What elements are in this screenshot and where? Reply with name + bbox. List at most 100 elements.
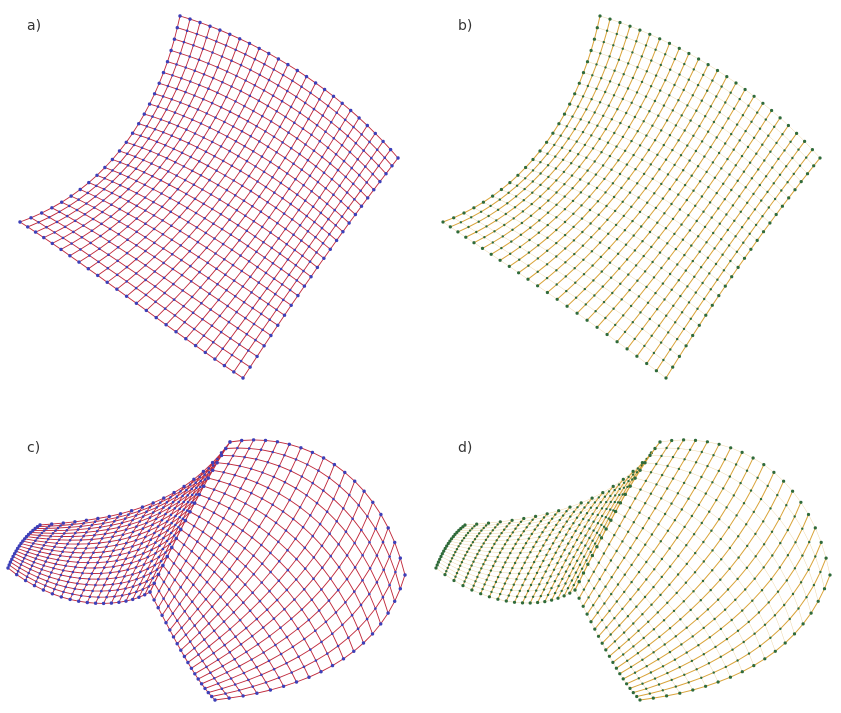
mesh-node (92, 551, 95, 554)
mesh-node (581, 130, 585, 134)
mesh-node (593, 294, 596, 297)
mesh-node (472, 584, 475, 587)
mesh-node (185, 192, 188, 196)
mesh-node (341, 623, 344, 627)
mesh-node (788, 617, 791, 621)
mesh-node (644, 479, 647, 483)
mesh-node (182, 304, 185, 308)
mesh-node (144, 209, 147, 212)
mesh-node (481, 200, 485, 204)
mesh-node (312, 149, 316, 152)
mesh-node (662, 619, 666, 622)
mesh-node (155, 506, 159, 509)
mesh-node (524, 578, 527, 581)
mesh-node (697, 57, 701, 61)
mesh-node (23, 537, 27, 541)
mesh-node (228, 506, 231, 510)
mesh-node (621, 493, 624, 496)
mesh-node (251, 591, 254, 594)
mesh-node (503, 528, 506, 531)
mesh-node (578, 563, 582, 566)
mesh-node (547, 199, 550, 202)
mesh-node (504, 561, 507, 564)
mesh-node (269, 231, 272, 234)
mesh-node (649, 471, 653, 474)
mesh-node (171, 252, 174, 256)
mesh-node (588, 527, 591, 530)
mesh-node (204, 598, 208, 601)
mesh-node (572, 212, 575, 215)
mesh-node (321, 114, 325, 117)
mesh-node (591, 512, 594, 516)
mesh-node (786, 528, 789, 532)
mesh-node (146, 567, 149, 571)
mesh-node (201, 659, 204, 663)
mesh-node (459, 221, 463, 224)
mesh-node (664, 227, 668, 230)
mesh-node (179, 527, 183, 532)
mesh-node (307, 245, 311, 248)
mesh-node (137, 509, 141, 513)
mesh-node (305, 494, 308, 497)
mesh-node (654, 206, 658, 210)
mesh-node (480, 246, 485, 250)
mesh-node (772, 470, 776, 474)
mesh-node (332, 137, 336, 140)
mesh-node (575, 516, 579, 519)
mesh-node (164, 621, 168, 625)
mesh-node (628, 191, 632, 194)
mesh-node (270, 246, 274, 250)
mesh-node (310, 598, 314, 601)
mesh-node (193, 94, 196, 97)
mesh-node (482, 542, 485, 545)
mesh-node (602, 300, 606, 304)
mesh-node (660, 182, 663, 186)
mesh-node (661, 689, 664, 692)
mesh-node (61, 569, 65, 572)
mesh-node (468, 529, 472, 532)
mesh-node (269, 551, 272, 555)
mesh-node (250, 658, 253, 661)
mesh-node (75, 208, 79, 212)
mesh-node (266, 200, 269, 204)
mesh-node (505, 525, 508, 528)
mesh-node (805, 156, 808, 159)
mesh-node (264, 130, 267, 133)
mesh-node (616, 583, 620, 586)
mesh-node (640, 225, 643, 228)
mesh-node (497, 535, 501, 538)
mesh-node (754, 532, 757, 536)
mesh-node (292, 162, 295, 165)
mesh-node (789, 140, 792, 143)
mesh-node (352, 649, 356, 653)
mesh-node (59, 247, 63, 252)
mesh-node (320, 226, 324, 230)
mesh-node (692, 134, 695, 137)
mesh-node (271, 176, 274, 179)
mesh-node (589, 620, 593, 624)
mesh-node (496, 208, 500, 211)
mesh-node (539, 161, 542, 164)
mesh-node (585, 612, 589, 616)
mesh-node (223, 120, 226, 124)
mesh-node (711, 549, 714, 552)
mesh-node (666, 487, 669, 490)
mesh-node (312, 577, 315, 580)
mesh-node (690, 174, 693, 177)
mesh-node (359, 204, 364, 208)
mesh-node (165, 501, 169, 504)
mesh-node (700, 475, 703, 479)
mesh-node (574, 529, 577, 533)
mesh-node (184, 90, 187, 94)
mesh-node (263, 438, 268, 443)
mesh-node (329, 577, 332, 580)
mesh-line-cross (625, 494, 776, 652)
mesh-node (53, 231, 56, 234)
mesh-node (215, 267, 218, 271)
mesh-node (203, 473, 206, 476)
mesh-node (218, 28, 222, 32)
mesh-node (238, 618, 242, 622)
mesh-node (117, 600, 121, 604)
mesh-node (577, 153, 580, 156)
mesh-node (514, 195, 518, 198)
